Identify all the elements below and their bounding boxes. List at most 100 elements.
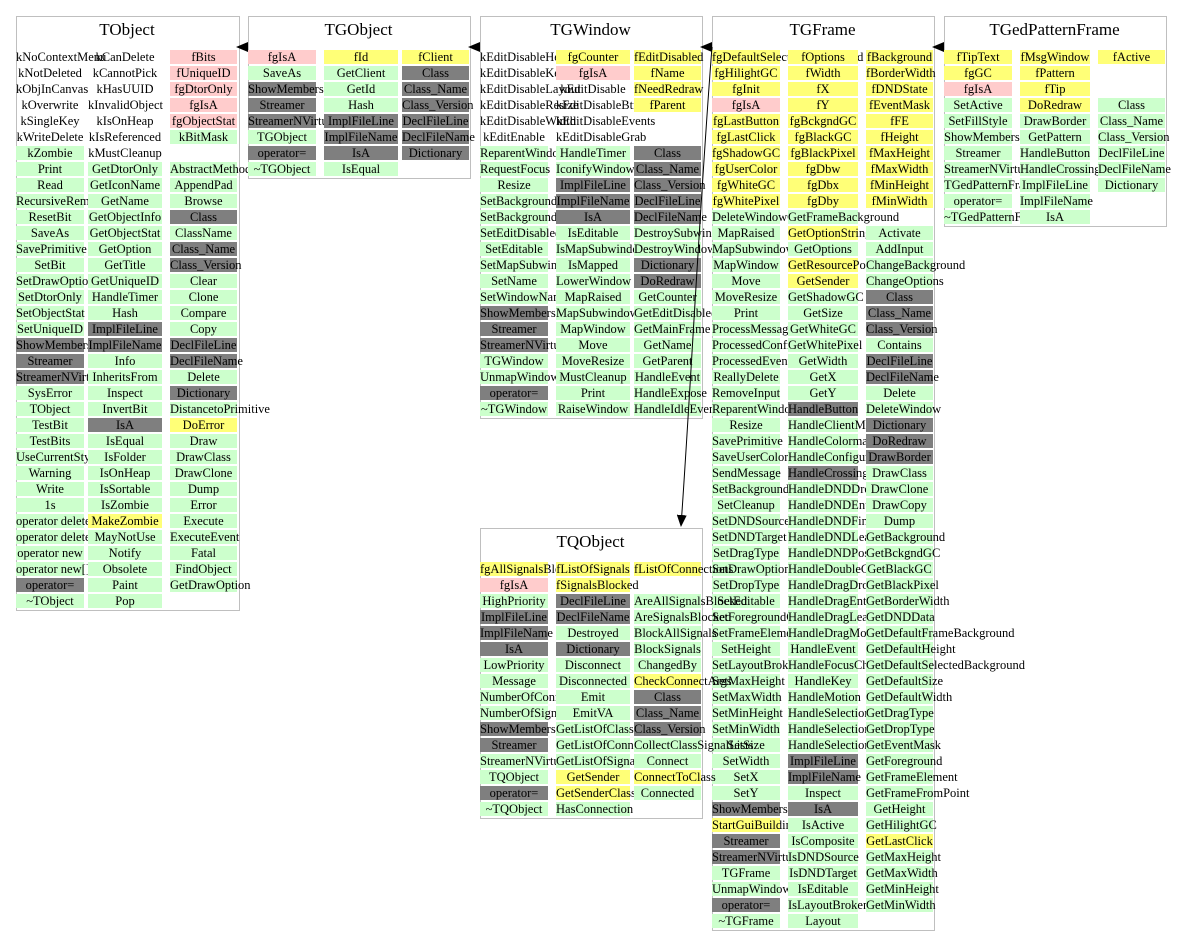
member-cell: HandleTimer (88, 290, 162, 304)
member-cell: MapSubwindows (556, 306, 644, 320)
member-cell: ~TGObject (248, 162, 316, 176)
member-cell: ReparentWindow (480, 146, 568, 160)
member-cell: fEditDisabled (634, 50, 704, 64)
member-cell: kEditEnable (483, 130, 545, 144)
member-cell: HandleButton (1020, 146, 1091, 160)
member-cell: ~TGWindow (480, 402, 548, 416)
class-title: TGedPatternFrame (989, 20, 1120, 39)
member-cell: GetShadowGC (788, 290, 864, 304)
member-cell: StreamerNVirtual (480, 338, 569, 352)
member-cell: fgIsA (944, 82, 1012, 96)
member-cell: kWriteDelete (16, 130, 84, 144)
member-cell: ShowMembers (712, 802, 788, 816)
member-cell: fgShadowGC (712, 146, 781, 160)
member-cell: kBitMask (170, 130, 237, 144)
member-cell: SaveUserColor (712, 450, 789, 464)
member-cell: GetObjectInfo (88, 210, 162, 224)
member-cell: TestBit (16, 418, 84, 432)
member-cell: ~TGFrame (712, 914, 780, 928)
member-cell: GetMinHeight (866, 882, 939, 896)
member-cell: fgObjectStat (170, 114, 237, 128)
member-cell: GetForeground (866, 754, 943, 768)
member-cell: GetName (634, 338, 701, 352)
member-cell: SetEditable (480, 242, 548, 256)
member-cell: Resize (712, 418, 780, 432)
member-cell: fOptions (788, 50, 858, 64)
member-cell: HandleIdleEvent (634, 402, 719, 416)
member-cell: ImplFileLine (1020, 178, 1090, 192)
member-cell: Dump (170, 482, 237, 496)
member-cell: SetSize (712, 738, 780, 752)
member-cell: GetSize (788, 306, 858, 320)
member-cell: Class_Version (1098, 130, 1170, 144)
member-cell: GetDefaultSize (866, 674, 944, 688)
member-cell: Execute (170, 514, 237, 528)
member-cell: fgBlackPixel (788, 146, 858, 160)
member-cell: MakeZombie (88, 514, 162, 528)
member-cell: ClassName (170, 226, 237, 240)
member-cell: fgBlackGC (788, 130, 858, 144)
member-cell: fgHilightGC (712, 66, 780, 80)
member-cell: DoRedraw (866, 434, 933, 448)
member-cell: Print (556, 386, 630, 400)
member-cell: RemoveInput (712, 386, 781, 400)
member-cell: IsA (324, 146, 398, 160)
member-cell: StreamerNVirtual (944, 162, 1033, 176)
member-cell: kObjInCanvas (16, 82, 89, 96)
member-cell: Class_Name (866, 306, 933, 320)
member-cell: fgDby (788, 194, 858, 208)
member-cell: GetY (788, 386, 858, 400)
member-cell: fWidth (788, 66, 858, 80)
member-cell: DeclFileName (866, 370, 939, 384)
member-cell: DeclFileName (170, 354, 243, 368)
member-cell: TQObject (480, 770, 548, 784)
member-cell: DeclFileLine (1098, 146, 1165, 160)
member-cell: HandleTimer (556, 146, 630, 160)
member-cell: fgIsA (170, 98, 237, 112)
member-cell: DeleteWindow (866, 402, 942, 416)
member-cell: GetDefaultWidth (866, 690, 953, 704)
member-cell: SavePrimitive (16, 242, 87, 256)
member-cell: HandleDragEnter (788, 594, 877, 608)
member-cell: fNeedRedraw (634, 82, 704, 96)
member-cell: SetY (712, 786, 780, 800)
member-cell: GetResourcePool (788, 258, 876, 272)
member-cell: Contains (866, 338, 933, 352)
member-cell: Class_Version (402, 98, 474, 112)
member-cell: GetCounter (634, 290, 701, 304)
member-cell: Class (866, 290, 933, 304)
class-title: TGWindow (550, 20, 631, 39)
member-cell: AbstractMethod (170, 162, 252, 176)
member-cell: Browse (170, 194, 237, 208)
member-cell: IsZombie (88, 498, 162, 512)
member-cell: Class (402, 66, 469, 80)
member-cell: BlockAllSignals (634, 626, 717, 640)
member-cell: HandleButton (788, 402, 859, 416)
member-cell: Disconnect (556, 658, 630, 672)
member-cell: GetOptions (788, 242, 858, 256)
member-cell: Print (712, 306, 780, 320)
member-cell: IsA (480, 642, 548, 656)
member-cell: operator= (712, 898, 780, 912)
member-cell: SetFillStyle (944, 114, 1012, 128)
member-cell: HandleKey (788, 674, 858, 688)
member-cell: Dictionary (866, 418, 933, 432)
member-cell: MayNotUse (88, 530, 162, 544)
member-cell: fgDtorOnly (170, 82, 237, 96)
member-cell: GetBlackGC (866, 562, 933, 576)
member-cell: MapSubwindows (712, 242, 800, 256)
member-cell: SetMaxHeight (712, 674, 785, 688)
member-cell: fgBckgndGC (788, 114, 858, 128)
member-cell: Error (170, 498, 237, 512)
member-cell: SetWindowName (480, 290, 569, 304)
member-cell: fBackground (866, 50, 933, 64)
member-cell: DeclFileLine (556, 594, 630, 608)
member-cell: ImplFileLine (556, 178, 630, 192)
member-cell: TGWindow (480, 354, 548, 368)
member-cell: IsActive (788, 818, 858, 832)
member-cell: DeclFileName (402, 130, 475, 144)
member-cell: GetMaxWidth (866, 866, 938, 880)
member-cell: fTipText (944, 50, 1012, 64)
member-cell: Hash (324, 98, 398, 112)
member-cell: GetEventMask (866, 738, 941, 752)
